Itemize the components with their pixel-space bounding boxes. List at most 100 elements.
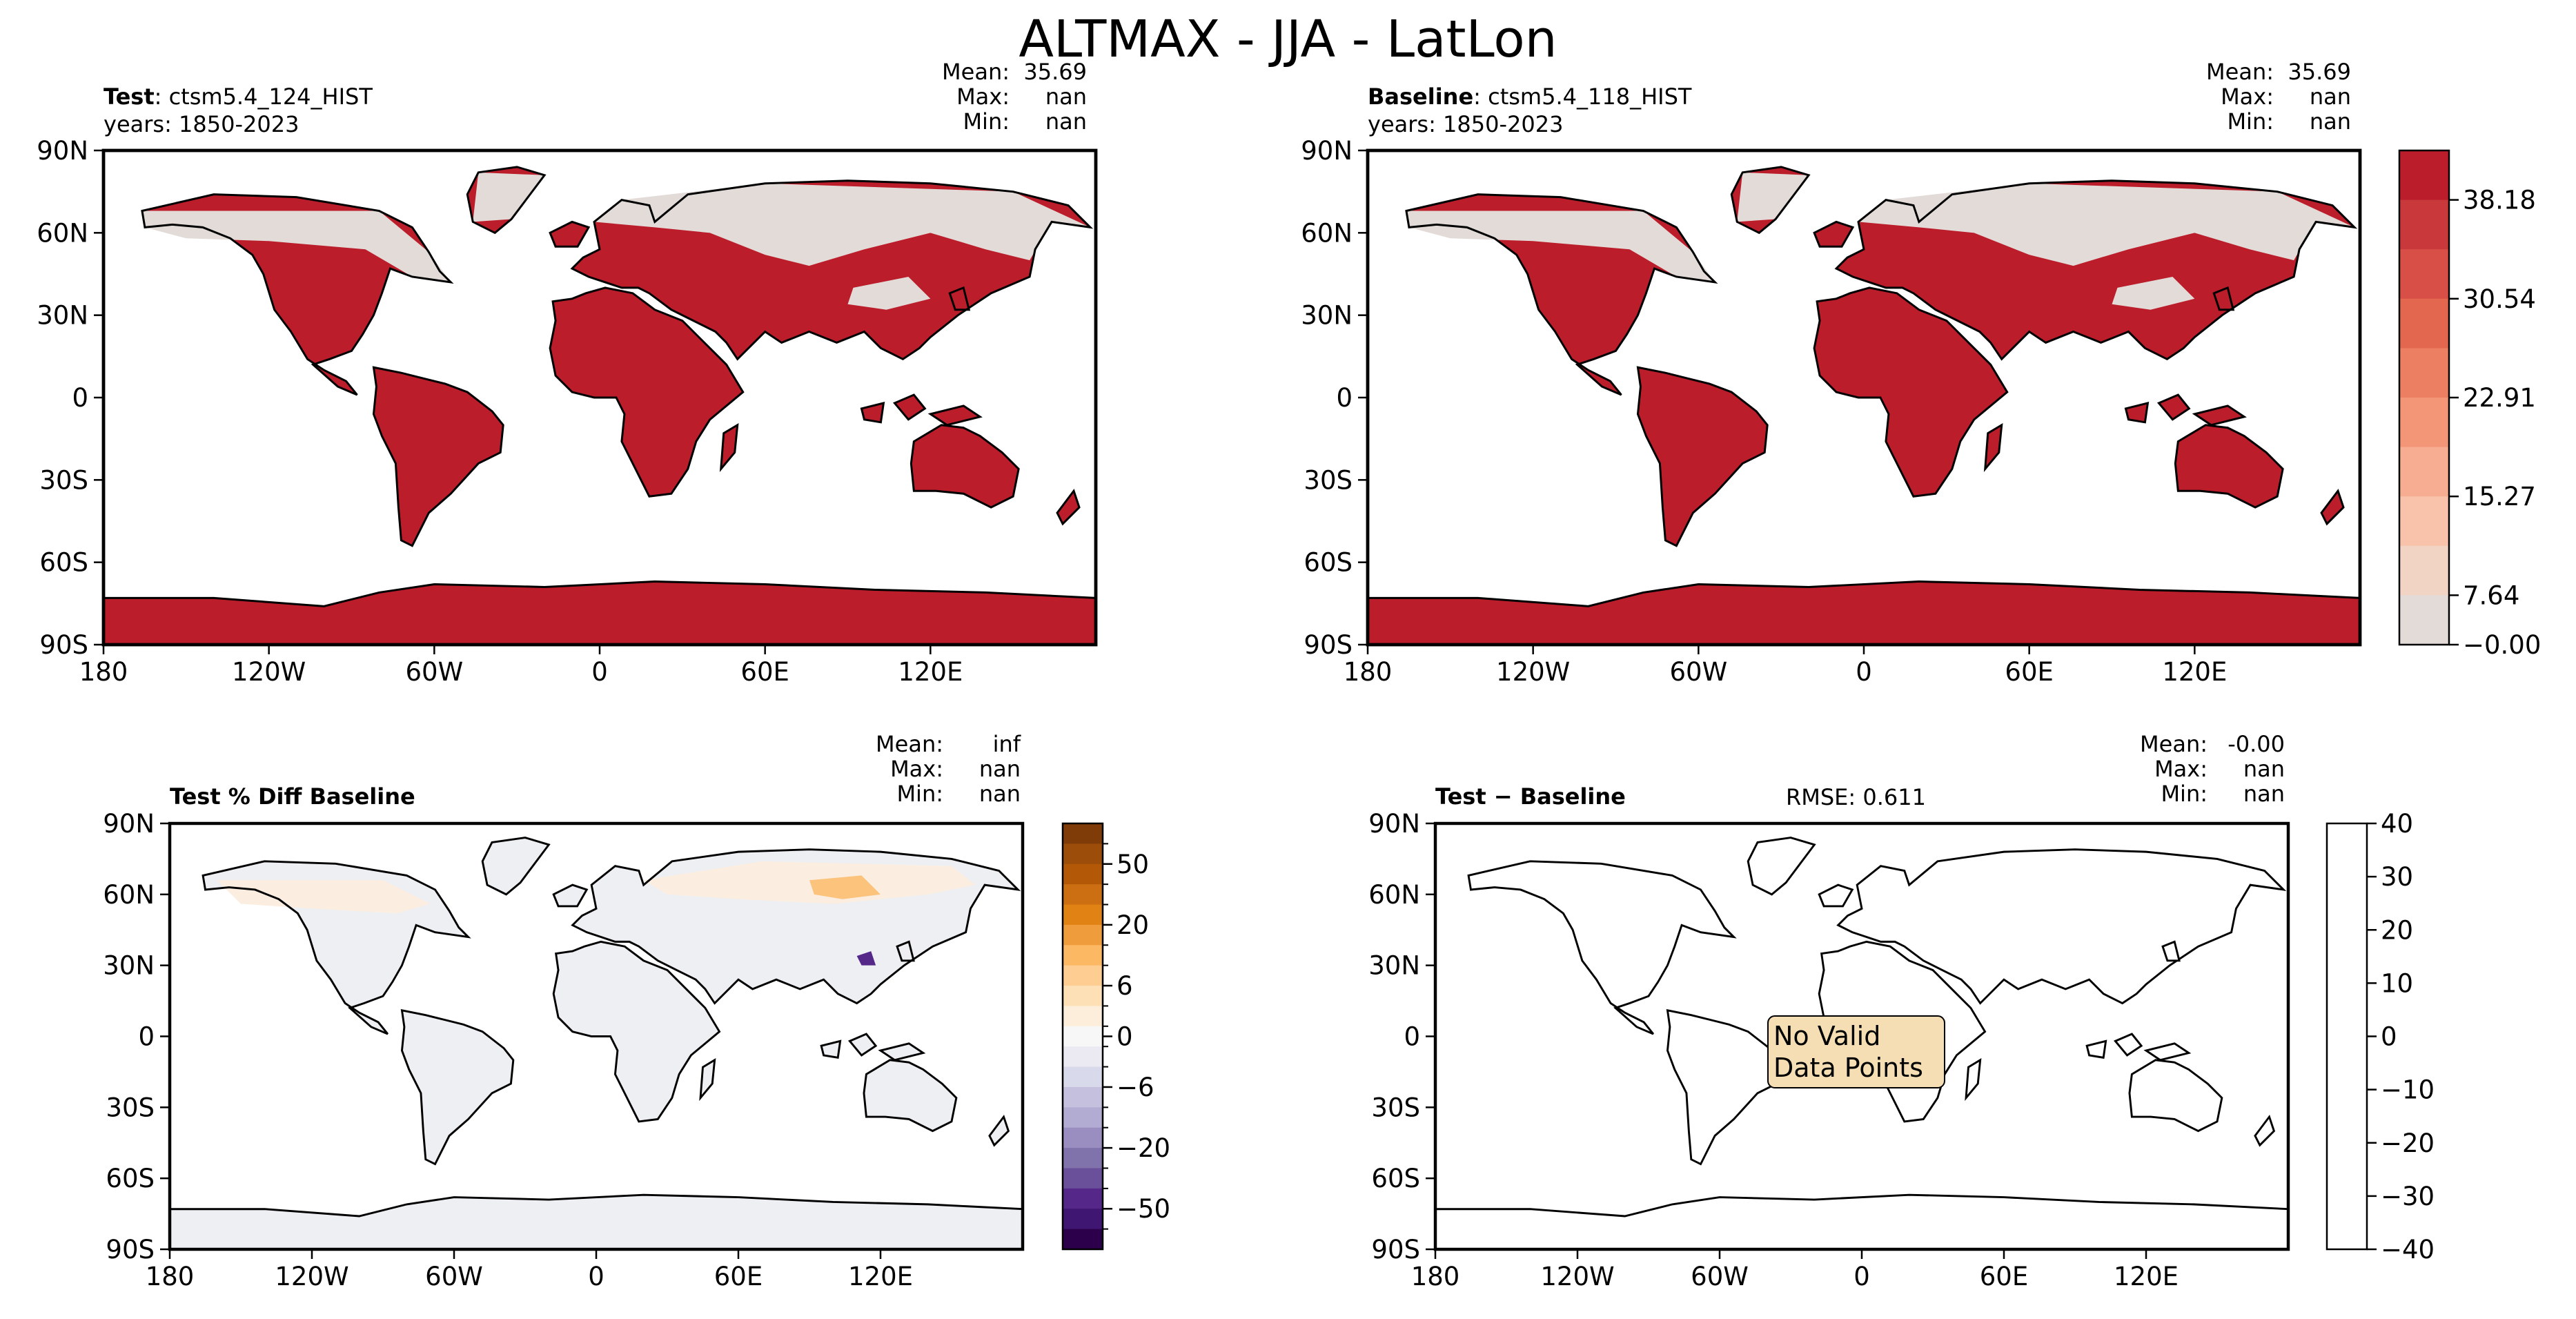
colorbar-tick-label: −50 bbox=[1117, 1194, 1170, 1224]
diff-title: Test − Baseline bbox=[1435, 783, 1626, 810]
baseline-title-bold: Baseline bbox=[1368, 84, 1474, 110]
colorbar-tick-label: 6 bbox=[1117, 971, 1133, 1001]
stat-label: Mean: bbox=[942, 59, 1010, 85]
stat-mean: 35.69 bbox=[2288, 59, 2351, 85]
stat-mean: inf bbox=[992, 731, 1021, 757]
stat-label: Max: bbox=[2221, 84, 2274, 110]
x-tick-label: 120E bbox=[898, 657, 963, 687]
x-tick-label: 60E bbox=[714, 1262, 763, 1291]
colorbar-segment bbox=[1063, 904, 1103, 926]
stat-label: Min: bbox=[2227, 108, 2274, 135]
y-tick-label: 30N bbox=[1368, 951, 1420, 981]
x-tick-label: 0 bbox=[591, 657, 608, 687]
permafrost-region bbox=[141, 172, 1090, 310]
test-stats: Mean: 35.69 Max: nan Min: nan bbox=[942, 59, 1087, 134]
colorbar-segment bbox=[1063, 1006, 1103, 1027]
colorbar-tick-label: 0 bbox=[2381, 1022, 2397, 1052]
baseline-map bbox=[1366, 148, 2362, 647]
stat-min: nan bbox=[2243, 781, 2285, 807]
y-tick-label: 90S bbox=[1304, 630, 1353, 660]
y-tick-label: 30S bbox=[106, 1093, 155, 1122]
colorbar-segment bbox=[2399, 398, 2449, 448]
colorbar-segment bbox=[1063, 1188, 1103, 1209]
diff-negative-spot bbox=[856, 951, 876, 966]
x-tick-label: 0 bbox=[1854, 1262, 1870, 1291]
y-tick-label: 30S bbox=[1304, 465, 1353, 495]
colorbar-segment bbox=[1063, 924, 1103, 946]
colorbar-tick-label: 10 bbox=[2381, 968, 2413, 998]
y-tick-label: 90N bbox=[37, 136, 88, 166]
x-tick-label: 180 bbox=[1344, 657, 1393, 687]
colorbar-segment bbox=[2399, 496, 2449, 547]
x-tick-label: 180 bbox=[79, 657, 128, 687]
y-tick-label: 60S bbox=[1304, 548, 1353, 578]
colorbar-tick-label: 50 bbox=[1117, 850, 1149, 879]
baseline-title-case: : ctsm5.4_118_HIST bbox=[1473, 84, 1692, 110]
stat-label: Max: bbox=[956, 84, 1010, 110]
colorbar-segment bbox=[1063, 1107, 1103, 1129]
y-tick-label: 60S bbox=[1371, 1164, 1420, 1193]
y-tick-label: 60S bbox=[106, 1164, 155, 1193]
y-tick-label: 0 bbox=[72, 383, 88, 413]
test-title-bold: Test bbox=[104, 84, 155, 110]
x-tick-label: 0 bbox=[1856, 657, 1872, 687]
stat-label: Max: bbox=[890, 756, 943, 782]
colorbar-segment bbox=[1063, 1148, 1103, 1169]
colorbar-segment bbox=[1063, 1127, 1103, 1149]
colorbar-segment bbox=[1063, 843, 1103, 865]
no-data-background bbox=[1767, 1015, 1945, 1088]
x-tick-label: 180 bbox=[1411, 1262, 1460, 1291]
y-tick-label: 0 bbox=[1336, 383, 1353, 413]
colorbar-tick-label: 22.91 bbox=[2463, 383, 2536, 413]
x-tick-label: 120W bbox=[1540, 1262, 1614, 1291]
colorbar-tick-label: 40 bbox=[2381, 809, 2413, 839]
stat-min: nan bbox=[1045, 108, 1087, 135]
no-data-line-2: Data Points bbox=[1773, 1053, 1923, 1083]
y-tick-label: 30N bbox=[103, 951, 155, 981]
y-tick-label: 90S bbox=[39, 630, 88, 660]
colorbar-tick-label: −0.00 bbox=[2463, 630, 2541, 660]
y-tick-label: 90N bbox=[1368, 809, 1420, 839]
colorbar-segment bbox=[1063, 1168, 1103, 1189]
colorbar-segment bbox=[2399, 199, 2449, 250]
x-tick-label: 120E bbox=[2162, 657, 2227, 687]
stat-label: Min: bbox=[2161, 781, 2208, 807]
y-tick-label: 60N bbox=[103, 880, 155, 910]
no-data-line-1: No Valid bbox=[1773, 1021, 1880, 1051]
x-tick-label: 60W bbox=[1691, 1262, 1749, 1291]
pctdiff-stats: Mean: inf Max: nan Min: nan bbox=[876, 732, 1021, 806]
y-tick-label: 60N bbox=[1368, 880, 1420, 910]
y-tick-label: 30S bbox=[39, 465, 88, 495]
y-tick-label: 0 bbox=[138, 1022, 155, 1052]
y-tick-label: 90N bbox=[1301, 136, 1353, 166]
stat-max: nan bbox=[1045, 84, 1087, 110]
colorbar-segment bbox=[1063, 823, 1103, 844]
colorbar-tick-label: 15.27 bbox=[2463, 482, 2536, 511]
colorbar-segment bbox=[2399, 249, 2449, 300]
stat-max: nan bbox=[2309, 84, 2351, 110]
x-tick-label: 60W bbox=[425, 1262, 483, 1291]
figure-title: ALTMAX - JJA - LatLon bbox=[1019, 10, 1557, 69]
stat-label: Mean: bbox=[876, 731, 943, 757]
colorbar-tick-label: 20 bbox=[1117, 910, 1149, 940]
colorbar-segment bbox=[2399, 545, 2449, 596]
baseline-years: years: 1850-2023 bbox=[1368, 111, 1564, 137]
y-tick-label: 60N bbox=[1301, 218, 1353, 248]
colorbar-segment bbox=[2399, 348, 2449, 398]
stat-max: nan bbox=[2243, 756, 2285, 782]
baseline-panel-header: Baseline: ctsm5.4_118_HIST years: 1850-2… bbox=[1368, 83, 1691, 138]
diff-stats: Mean: -0.00 Max: nan Min: nan bbox=[2140, 732, 2285, 806]
y-tick-label: 30S bbox=[1371, 1093, 1420, 1122]
x-tick-label: 120W bbox=[1496, 657, 1570, 687]
colorbar-segment bbox=[2399, 447, 2449, 497]
x-tick-label: 120E bbox=[848, 1262, 913, 1291]
colorbar-tick-label: −6 bbox=[1117, 1073, 1154, 1102]
axes-layer: 180 120W 60W 0 60E 120E90N60N30N030S60S90S180… bbox=[37, 136, 2227, 1291]
colorbar-segment bbox=[2327, 823, 2367, 1250]
stat-label: Min: bbox=[896, 781, 943, 807]
colorbar-segment bbox=[1063, 945, 1103, 966]
colorbar-segment bbox=[2399, 150, 2449, 201]
test-map bbox=[101, 148, 1098, 647]
stat-min: nan bbox=[2309, 108, 2351, 135]
